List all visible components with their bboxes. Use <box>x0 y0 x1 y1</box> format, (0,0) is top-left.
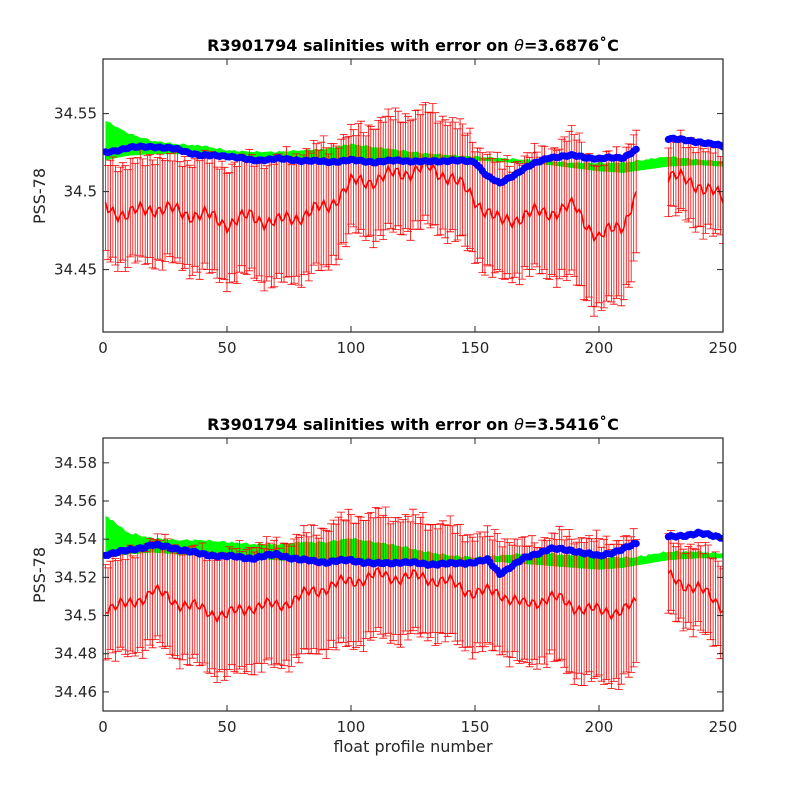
bottom-chart-y-tick-label: 34.5 <box>64 607 97 625</box>
top-chart-float-line-0 <box>104 156 637 243</box>
top-chart-x-tick-label: 50 <box>217 339 236 357</box>
top-chart-data <box>103 102 723 317</box>
bottom-chart-y-tick-label: 34.48 <box>54 645 97 663</box>
bottom-chart-axes-frame <box>102 437 724 712</box>
bottom-chart-mapped-band-1 <box>636 550 723 566</box>
bottom-chart-y-tick-label: 34.58 <box>54 454 97 472</box>
top-chart-calibrated-point <box>719 143 723 151</box>
bottom-chart-float-line-0 <box>105 566 637 624</box>
top-chart-float-line-1 <box>667 167 723 204</box>
bottom-chart-x-tick-label: 150 <box>461 718 490 736</box>
bottom-chart-x-tick-label: 250 <box>709 718 738 736</box>
bottom-chart-calibrated-point <box>632 540 640 548</box>
bottom-chart-data <box>103 506 723 690</box>
bottom-chart-float-line-1 <box>667 568 723 614</box>
bottom-chart-y-tick-label: 34.52 <box>54 568 97 586</box>
top-chart-y-tick-label: 34.45 <box>54 261 97 279</box>
bottom-chart-calibrated-point <box>719 534 723 542</box>
bottom-chart-x-tick-label: 0 <box>98 718 108 736</box>
top-chart-axes-frame <box>102 58 724 333</box>
bottom-chart-title: R3901794 salinities with error on θ=3.54… <box>207 415 619 434</box>
bottom-chart-float-errorbar <box>719 568 723 654</box>
top-chart-calibrated-point <box>632 145 640 153</box>
top-chart-x-tick-label: 150 <box>461 339 490 357</box>
top-chart-x-tick-label: 250 <box>709 339 738 357</box>
top-chart-x-tick-label: 100 <box>337 339 366 357</box>
bottom-chart-float-errorbar <box>632 539 641 663</box>
top-chart-y-tick-label: 34.5 <box>64 183 97 201</box>
bottom-chart-x-tick-label: 200 <box>585 718 614 736</box>
top-chart-x-tick-label: 0 <box>98 339 108 357</box>
top-chart-title: R3901794 salinities with error on θ=3.68… <box>207 36 619 55</box>
top-chart-mapped-band-1 <box>636 156 723 171</box>
bottom-chart-x-axis-label: float profile number <box>333 737 493 756</box>
top-chart-panel: R3901794 salinities with error on θ=3.68… <box>30 36 737 357</box>
bottom-chart-y-tick-label: 34.54 <box>54 530 97 548</box>
bottom-chart-y-axis-label: PSS-78 <box>30 547 49 603</box>
bottom-chart-x-tick-label: 50 <box>217 718 236 736</box>
bottom-chart-float-errorbar <box>103 564 110 661</box>
top-chart-y-tick-label: 34.55 <box>54 105 97 123</box>
bottom-chart-y-tick-label: 34.46 <box>54 683 97 701</box>
top-chart-x-tick-label: 200 <box>585 339 614 357</box>
top-chart-y-axis-label: PSS-78 <box>30 168 49 224</box>
top-chart-float-errorbar <box>719 162 723 244</box>
bottom-chart-panel: R3901794 salinities with error on θ=3.54… <box>30 415 737 756</box>
bottom-chart-y-tick-label: 34.56 <box>54 492 97 510</box>
bottom-chart-x-tick-label: 100 <box>337 718 366 736</box>
